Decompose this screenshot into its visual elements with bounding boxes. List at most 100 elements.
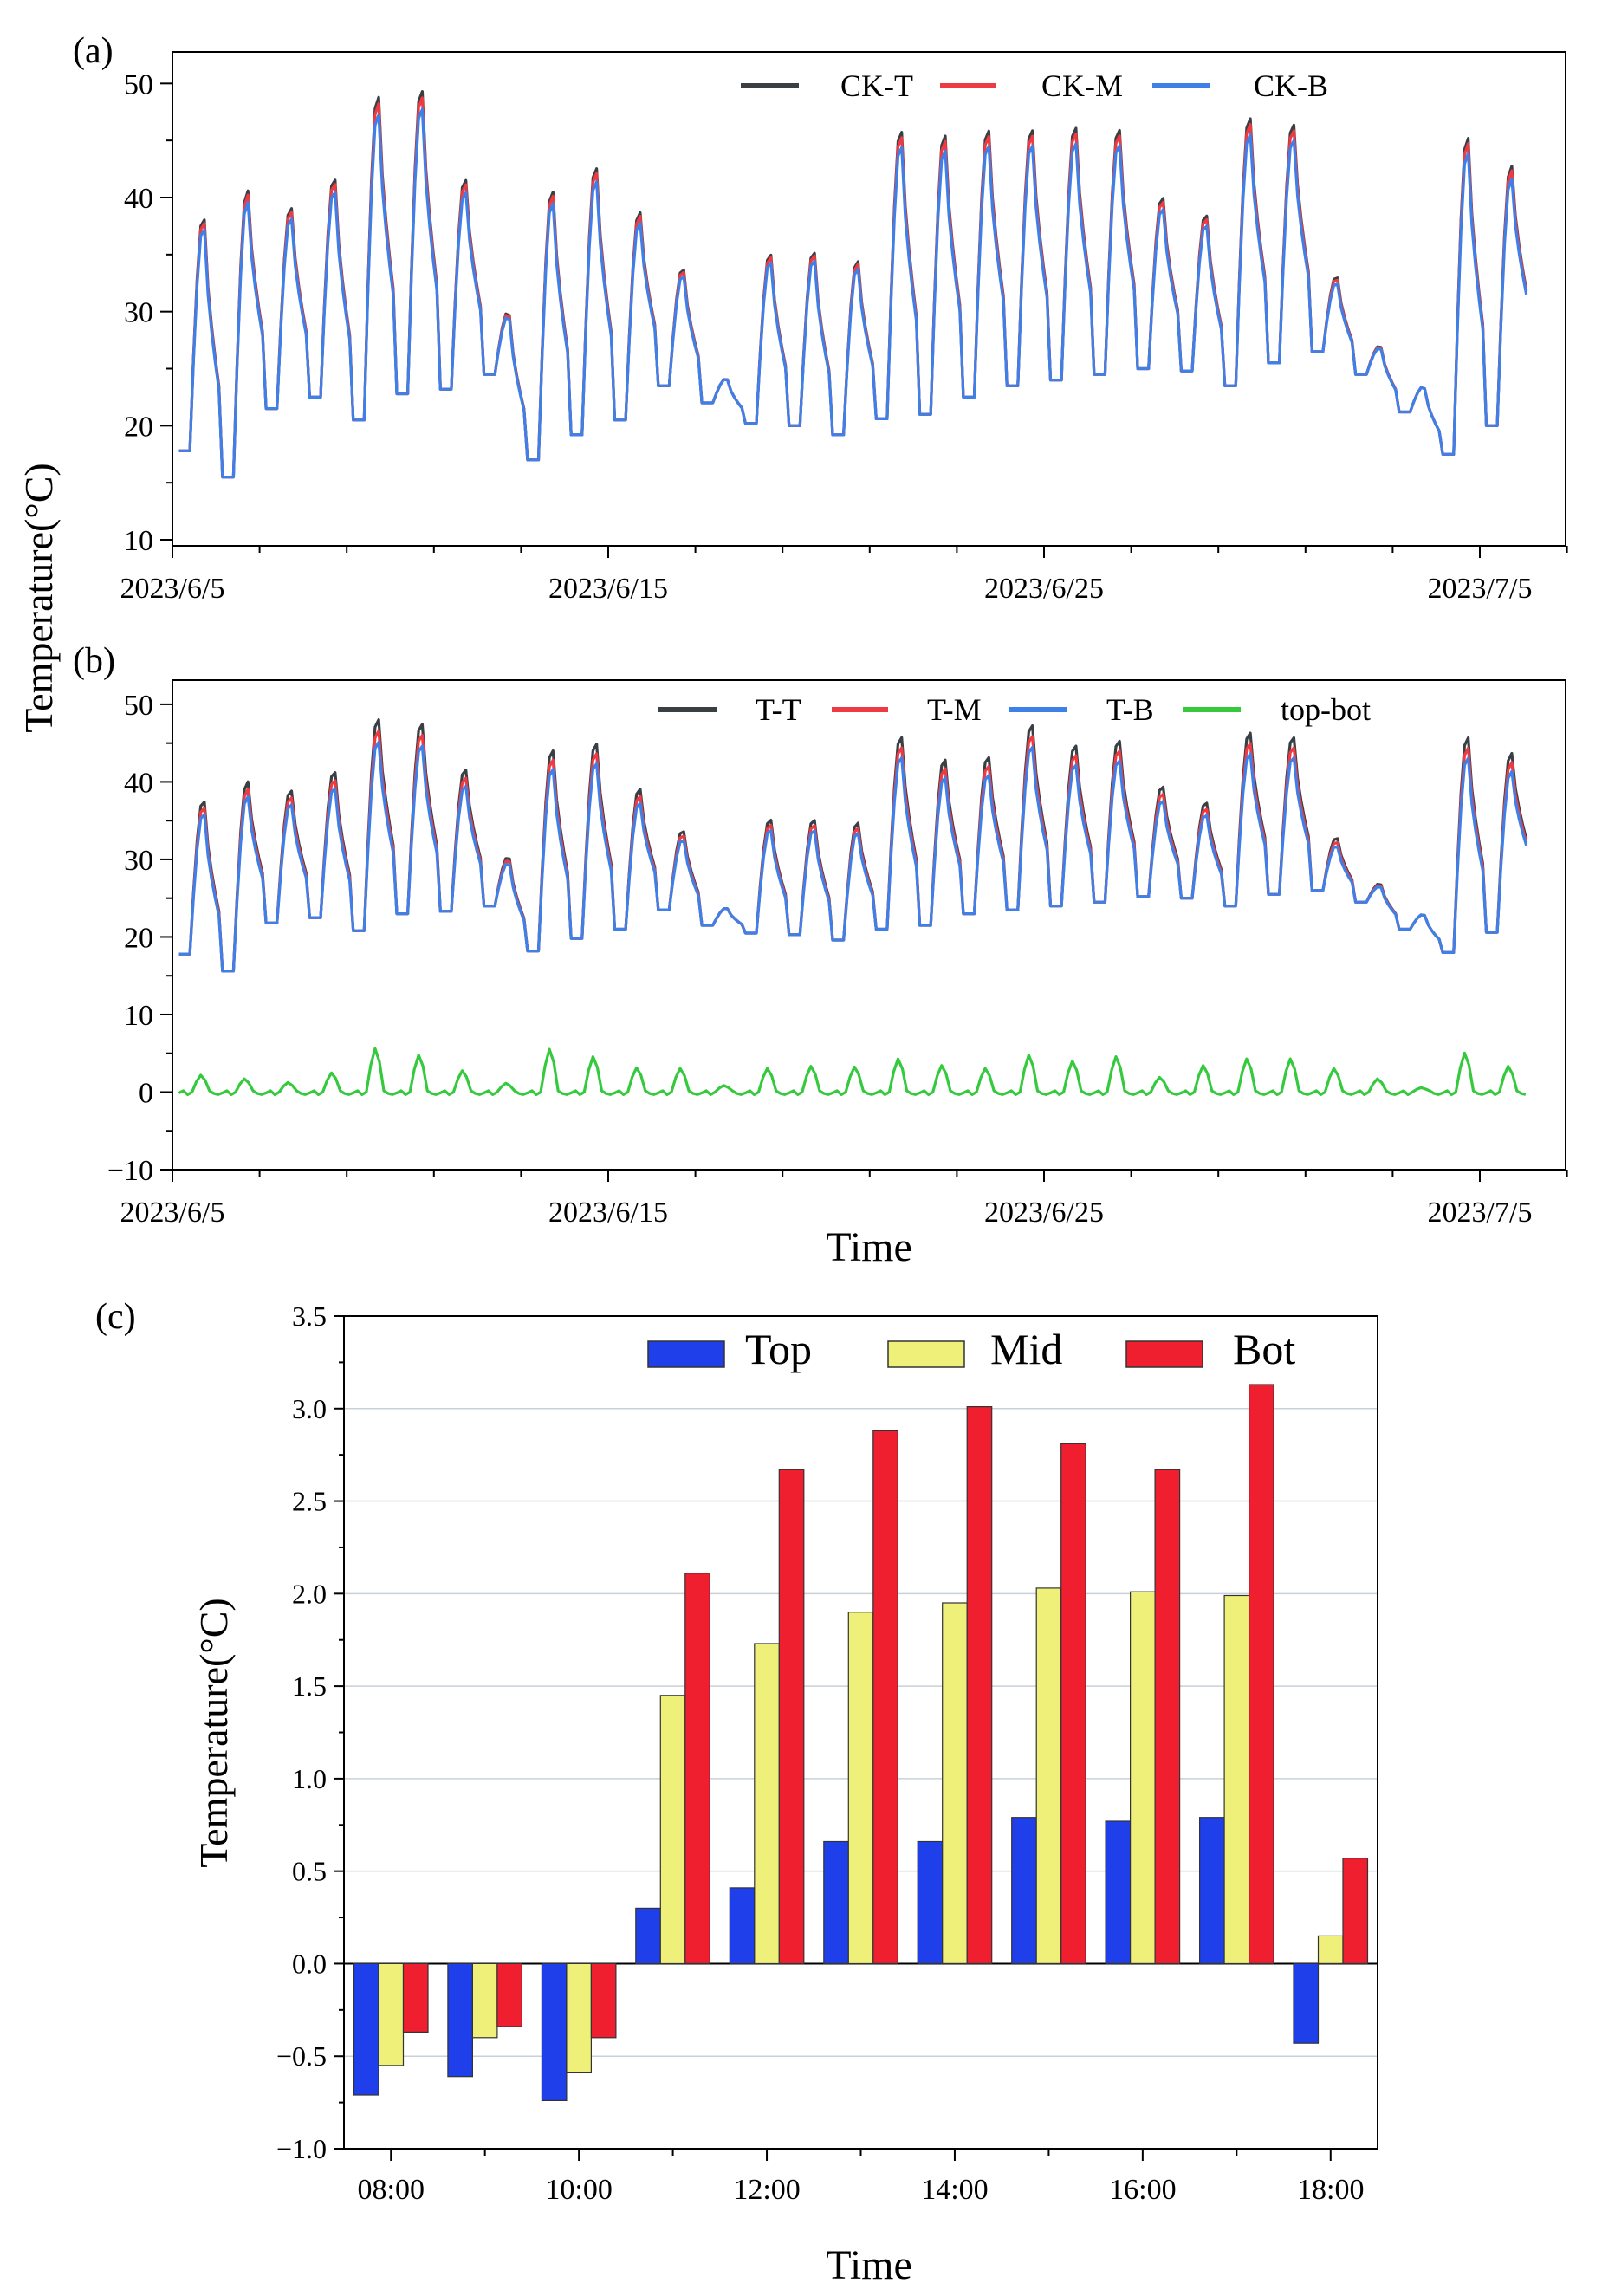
bar-top-08:00 [353, 1962, 379, 2096]
x-tick-label: 2023/6/25 [984, 1197, 1104, 1229]
panel-a-label: (a) [73, 31, 114, 71]
legend-ck-m-label: CK-M [1041, 68, 1123, 103]
bar-top-16:00 [1105, 1820, 1132, 1964]
panel-c-x-ticks: 08:00 10:00 12:00 14:00 16:00 18:00 [358, 2149, 1364, 2206]
y-tick-label: 2.5 [292, 1486, 327, 1517]
y-tick-label: 0.5 [292, 1856, 327, 1887]
bar-mid-13:00 [847, 1612, 874, 1965]
y-tick-label: 10 [124, 525, 153, 557]
series-ck-b-line [178, 107, 1528, 479]
y-tick-label: −0.5 [276, 2040, 327, 2072]
x-tick-label: 14:00 [921, 2174, 988, 2206]
y-tick-label: 1.0 [292, 1763, 327, 1794]
y-tick-label: 20 [124, 922, 153, 954]
y-tick-label: 1.5 [292, 1670, 327, 1702]
y-tick-label: 30 [124, 845, 153, 877]
y-tick-label: 50 [124, 68, 153, 101]
y-tick-label: 0.0 [292, 1948, 327, 1979]
bar-top-13:00 [823, 1840, 849, 1964]
panel-b-y-ticks: −10 0 10 20 30 40 50 [107, 690, 172, 1187]
bar-top-11:00 [635, 1907, 661, 1965]
y-tick-label: 40 [124, 767, 153, 799]
panel-a-series [178, 90, 1528, 479]
bar-top-10:00 [541, 1962, 568, 2101]
c-y-axis-label: Temperature(°C) [191, 1598, 236, 1867]
panel-a-legend: CK-T CK-M CK-B [741, 68, 1328, 103]
bar-bot-12:00 [778, 1469, 805, 1965]
legend-ck-b-label: CK-B [1254, 68, 1328, 103]
x-tick-label: 2023/7/5 [1428, 1197, 1533, 1229]
bar-bot-17:00 [1248, 1384, 1274, 1965]
bar-top-12:00 [729, 1887, 756, 1965]
legend-ck-t-label: CK-T [840, 68, 913, 103]
x-tick-label: 2023/6/15 [548, 573, 668, 605]
bar-bot-15:00 [1060, 1443, 1086, 1965]
bar-mid-14:00 [942, 1602, 968, 1964]
x-tick-label: 18:00 [1297, 2174, 1364, 2206]
ab-y-axis-label: Temperature(°C) [16, 463, 61, 732]
y-tick-label: −10 [107, 1155, 153, 1187]
panel-c-y-ticks: −1.0 −0.5 0.0 0.5 1.0 1.5 2.0 2.5 3.0 3.5 [276, 1300, 344, 2164]
legend-mid-swatch [887, 1340, 965, 1368]
panel-a-y-ticks: 10 20 30 40 50 [124, 68, 172, 557]
bar-top-09:00 [447, 1962, 474, 2078]
c-x-axis-label: Time [826, 2242, 912, 2288]
bar-bot-08:00 [402, 1962, 429, 2033]
panel-c-legend: Top Mid Bot [647, 1325, 1295, 1373]
bar-top-15:00 [1011, 1817, 1037, 1964]
bar-mid-17:00 [1223, 1594, 1250, 1965]
panel-a: (a) 10 20 30 40 50 2023/6/5 2023/6/15 2023/6/2… [73, 31, 1568, 605]
legend-t-b-label: T-B [1106, 692, 1154, 727]
panel-c-bars [353, 1384, 1369, 2101]
x-tick-label: 2023/6/5 [120, 1197, 225, 1229]
legend-top-label: Top [745, 1325, 812, 1373]
y-tick-label: 50 [124, 690, 153, 722]
bar-mid-12:00 [754, 1643, 780, 1965]
y-tick-label: 0 [139, 1077, 153, 1109]
y-tick-label: 10 [124, 1000, 153, 1032]
b-x-axis-label: Time [826, 1224, 912, 1270]
panel-b-label: (b) [73, 641, 115, 681]
x-tick-label: 2023/6/15 [548, 1197, 668, 1229]
x-tick-label: 2023/7/5 [1428, 573, 1533, 605]
legend-bot-swatch [1125, 1340, 1203, 1368]
x-tick-label: 16:00 [1109, 2174, 1176, 2206]
legend-bot-label: Bot [1233, 1325, 1295, 1373]
legend-t-m-label: T-M [927, 692, 982, 727]
bar-bot-10:00 [590, 1962, 617, 2039]
bar-bot-16:00 [1154, 1469, 1181, 1965]
x-tick-label: 08:00 [358, 2174, 425, 2206]
panel-b-series [178, 718, 1528, 1096]
y-tick-label: 40 [124, 183, 153, 215]
legend-top-bot-label: top-bot [1281, 692, 1371, 727]
bar-mid-10:00 [566, 1962, 593, 2073]
legend-top-swatch [647, 1340, 725, 1368]
x-tick-label: 2023/6/25 [984, 573, 1104, 605]
bar-mid-11:00 [659, 1695, 686, 1965]
panel-c: (c) −1.0 −0.5 0.0 0.5 1.0 1.5 2.0 2.5 3.0 3.5 08:… [95, 1297, 1378, 2288]
x-tick-label: 10:00 [545, 2174, 612, 2206]
bar-mid-16:00 [1129, 1591, 1156, 1964]
legend-mid-label: Mid [990, 1325, 1062, 1373]
x-tick-label: 2023/6/5 [120, 573, 225, 605]
y-tick-label: 20 [124, 411, 153, 443]
legend-t-t-label: T-T [756, 692, 801, 727]
bar-bot-13:00 [872, 1430, 898, 1965]
series-t-b-line [178, 740, 1528, 973]
bar-bot-14:00 [966, 1405, 993, 1964]
y-tick-label: 3.5 [292, 1300, 327, 1332]
series-top-bot-line [178, 1047, 1527, 1096]
bar-top-17:00 [1198, 1817, 1225, 1964]
y-tick-label: 2.0 [292, 1578, 327, 1609]
panel-b-x-ticks: 2023/6/5 2023/6/15 2023/6/25 2023/7/5 [120, 1170, 1568, 1229]
bar-bot-09:00 [496, 1962, 523, 2027]
bar-top-18:00 [1293, 1962, 1320, 2044]
x-tick-label: 12:00 [733, 2174, 800, 2206]
y-tick-label: 3.0 [292, 1393, 327, 1424]
bar-mid-08:00 [378, 1962, 405, 2066]
panel-a-x-ticks: 2023/6/5 2023/6/15 2023/6/25 2023/7/5 [120, 546, 1568, 605]
bar-bot-11:00 [684, 1573, 710, 1965]
panel-b-legend: T-T T-M T-B top-bot [658, 692, 1371, 727]
